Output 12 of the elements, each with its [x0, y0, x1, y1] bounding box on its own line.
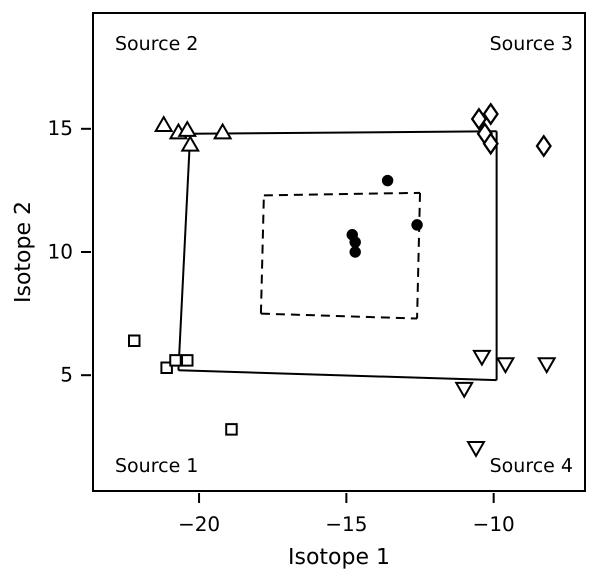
y-axis-title: Isotope 2: [11, 201, 36, 303]
y-tick-label: 10: [48, 239, 73, 264]
x-tick-label: −20: [178, 512, 220, 536]
x-tick-label: −15: [325, 512, 368, 536]
x-axis-title: Isotope 1: [288, 545, 390, 570]
y-tick-label: 5: [60, 362, 73, 387]
annotation: Source 3: [490, 33, 573, 56]
y-tick-label: 15: [48, 116, 73, 140]
annotation: Source 4: [490, 455, 573, 478]
x-tick-label: −10: [472, 512, 515, 536]
annotation: Source 1: [115, 455, 198, 478]
annotation: Source 2: [115, 33, 198, 56]
